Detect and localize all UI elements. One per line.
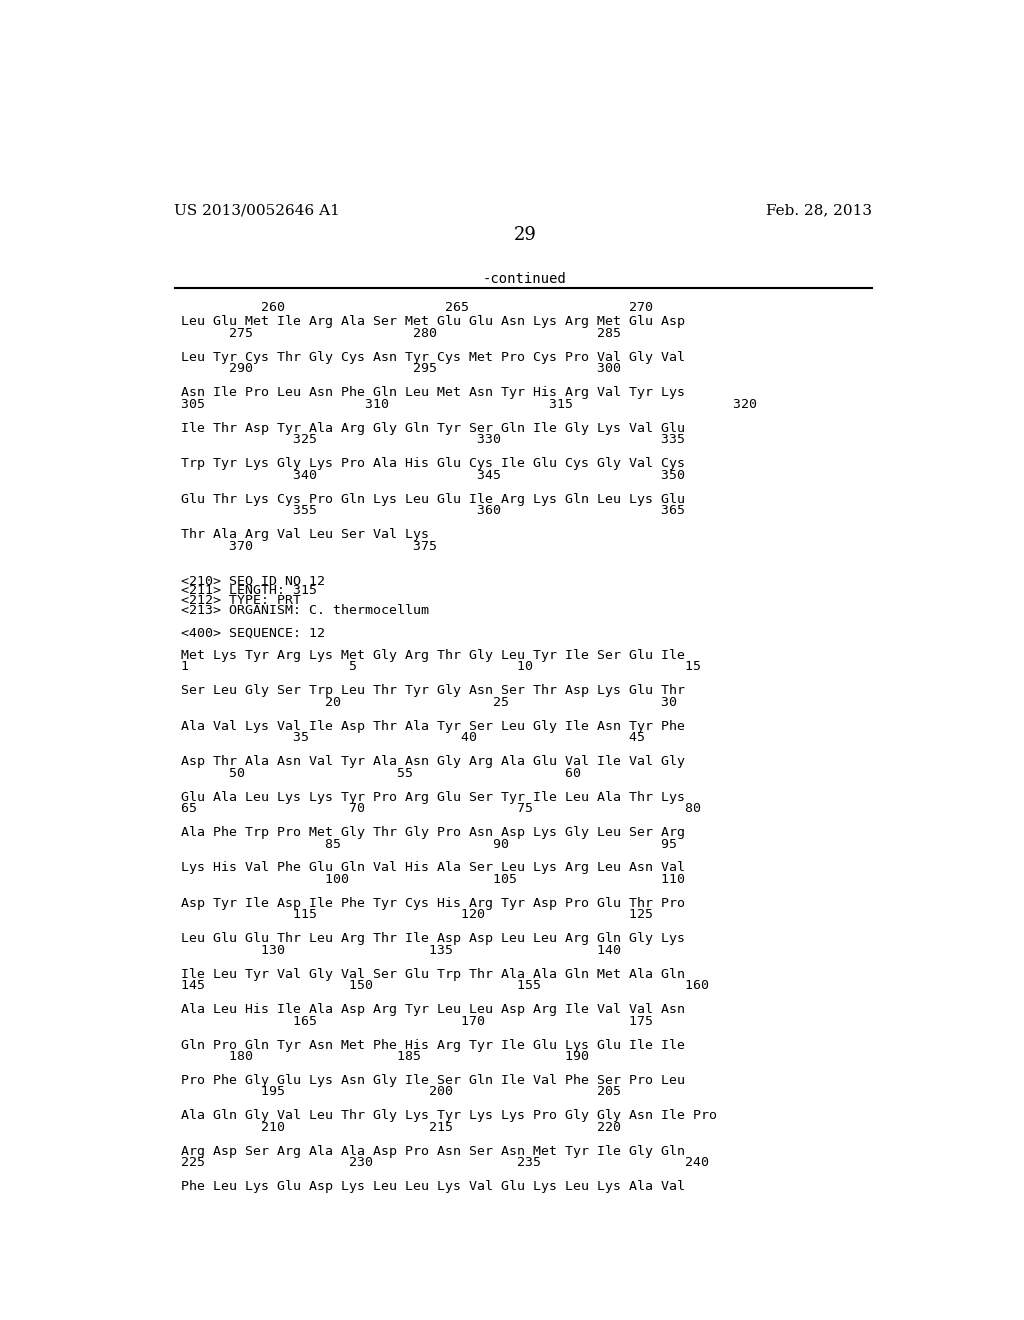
Text: 290                    295                    300: 290 295 300 <box>180 363 621 375</box>
Text: Glu Thr Lys Cys Pro Gln Lys Leu Glu Ile Arg Lys Gln Leu Lys Glu: Glu Thr Lys Cys Pro Gln Lys Leu Glu Ile … <box>180 492 685 506</box>
Text: -continued: -continued <box>483 272 566 286</box>
Text: 65                   70                   75                   80: 65 70 75 80 <box>180 803 700 816</box>
Text: 275                    280                    285: 275 280 285 <box>180 327 621 341</box>
Text: 370                    375: 370 375 <box>180 540 436 553</box>
Text: Leu Tyr Cys Thr Gly Cys Asn Tyr Cys Met Pro Cys Pro Val Gly Val: Leu Tyr Cys Thr Gly Cys Asn Tyr Cys Met … <box>180 351 685 364</box>
Text: <213> ORGANISM: C. thermocellum: <213> ORGANISM: C. thermocellum <box>180 605 429 618</box>
Text: 130                  135                  140: 130 135 140 <box>180 944 621 957</box>
Text: 1                    5                    10                   15: 1 5 10 15 <box>180 660 700 673</box>
Text: Phe Leu Lys Glu Asp Lys Leu Leu Lys Val Glu Lys Leu Lys Ala Val: Phe Leu Lys Glu Asp Lys Leu Leu Lys Val … <box>180 1180 685 1193</box>
Text: 100                  105                  110: 100 105 110 <box>180 873 685 886</box>
Text: Ala Leu His Ile Ala Asp Arg Tyr Leu Leu Asp Arg Ile Val Val Asn: Ala Leu His Ile Ala Asp Arg Tyr Leu Leu … <box>180 1003 685 1016</box>
Text: Leu Glu Met Ile Arg Ala Ser Met Glu Glu Asn Lys Arg Met Glu Asp: Leu Glu Met Ile Arg Ala Ser Met Glu Glu … <box>180 315 685 329</box>
Text: Pro Phe Gly Glu Lys Asn Gly Ile Ser Gln Ile Val Phe Ser Pro Leu: Pro Phe Gly Glu Lys Asn Gly Ile Ser Gln … <box>180 1074 685 1086</box>
Text: 210                  215                  220: 210 215 220 <box>180 1121 621 1134</box>
Text: US 2013/0052646 A1: US 2013/0052646 A1 <box>174 203 340 218</box>
Text: Ala Val Lys Val Ile Asp Thr Ala Tyr Ser Leu Gly Ile Asn Tyr Phe: Ala Val Lys Val Ile Asp Thr Ala Tyr Ser … <box>180 719 685 733</box>
Text: 225                  230                  235                  240: 225 230 235 240 <box>180 1156 709 1170</box>
Text: Ile Thr Asp Tyr Ala Arg Gly Gln Tyr Ser Gln Ile Gly Lys Val Glu: Ile Thr Asp Tyr Ala Arg Gly Gln Tyr Ser … <box>180 422 685 434</box>
Text: Leu Glu Glu Thr Leu Arg Thr Ile Asp Asp Leu Leu Arg Gln Gly Lys: Leu Glu Glu Thr Leu Arg Thr Ile Asp Asp … <box>180 932 685 945</box>
Text: Lys His Val Phe Glu Gln Val His Ala Ser Leu Lys Arg Leu Asn Val: Lys His Val Phe Glu Gln Val His Ala Ser … <box>180 862 685 874</box>
Text: 20                   25                   30: 20 25 30 <box>180 696 677 709</box>
Text: 195                  200                  205: 195 200 205 <box>180 1085 621 1098</box>
Text: <210> SEQ ID NO 12: <210> SEQ ID NO 12 <box>180 574 325 587</box>
Text: 355                    360                    365: 355 360 365 <box>180 504 685 517</box>
Text: Asn Ile Pro Leu Asn Phe Gln Leu Met Asn Tyr His Arg Val Tyr Lys: Asn Ile Pro Leu Asn Phe Gln Leu Met Asn … <box>180 387 685 400</box>
Text: Glu Ala Leu Lys Lys Tyr Pro Arg Glu Ser Tyr Ile Leu Ala Thr Lys: Glu Ala Leu Lys Lys Tyr Pro Arg Glu Ser … <box>180 791 685 804</box>
Text: Ala Gln Gly Val Leu Thr Gly Lys Tyr Lys Lys Pro Gly Gly Asn Ile Pro: Ala Gln Gly Val Leu Thr Gly Lys Tyr Lys … <box>180 1109 717 1122</box>
Text: <400> SEQUENCE: 12: <400> SEQUENCE: 12 <box>180 627 325 640</box>
Text: 165                  170                  175: 165 170 175 <box>180 1015 652 1028</box>
Text: Trp Tyr Lys Gly Lys Pro Ala His Glu Cys Ile Glu Cys Gly Val Cys: Trp Tyr Lys Gly Lys Pro Ala His Glu Cys … <box>180 457 685 470</box>
Text: Met Lys Tyr Arg Lys Met Gly Arg Thr Gly Leu Tyr Ile Ser Glu Ile: Met Lys Tyr Arg Lys Met Gly Arg Thr Gly … <box>180 649 685 661</box>
Text: <211> LENGTH: 315: <211> LENGTH: 315 <box>180 585 316 597</box>
Text: Asp Tyr Ile Asp Ile Phe Tyr Cys His Arg Tyr Asp Pro Glu Thr Pro: Asp Tyr Ile Asp Ile Phe Tyr Cys His Arg … <box>180 896 685 909</box>
Text: Feb. 28, 2013: Feb. 28, 2013 <box>766 203 872 218</box>
Text: 85                   90                   95: 85 90 95 <box>180 837 677 850</box>
Text: 260                    265                    270: 260 265 270 <box>180 301 652 314</box>
Text: 50                   55                   60: 50 55 60 <box>180 767 581 780</box>
Text: 115                  120                  125: 115 120 125 <box>180 908 652 921</box>
Text: 305                    310                    315                    320: 305 310 315 320 <box>180 397 757 411</box>
Text: Ser Leu Gly Ser Trp Leu Thr Tyr Gly Asn Ser Thr Asp Lys Glu Thr: Ser Leu Gly Ser Trp Leu Thr Tyr Gly Asn … <box>180 684 685 697</box>
Text: Gln Pro Gln Tyr Asn Met Phe His Arg Tyr Ile Glu Lys Glu Ile Ile: Gln Pro Gln Tyr Asn Met Phe His Arg Tyr … <box>180 1039 685 1052</box>
Text: Arg Asp Ser Arg Ala Ala Asp Pro Asn Ser Asn Met Tyr Ile Gly Gln: Arg Asp Ser Arg Ala Ala Asp Pro Asn Ser … <box>180 1144 685 1158</box>
Text: Thr Ala Arg Val Leu Ser Val Lys: Thr Ala Arg Val Leu Ser Val Lys <box>180 528 429 541</box>
Text: 35                   40                   45: 35 40 45 <box>180 731 645 744</box>
Text: 145                  150                  155                  160: 145 150 155 160 <box>180 979 709 993</box>
Text: Ile Leu Tyr Val Gly Val Ser Glu Trp Thr Ala Ala Gln Met Ala Gln: Ile Leu Tyr Val Gly Val Ser Glu Trp Thr … <box>180 968 685 981</box>
Text: 325                    330                    335: 325 330 335 <box>180 433 685 446</box>
Text: <212> TYPE: PRT: <212> TYPE: PRT <box>180 594 301 607</box>
Text: 180                  185                  190: 180 185 190 <box>180 1051 589 1063</box>
Text: 340                    345                    350: 340 345 350 <box>180 469 685 482</box>
Text: 29: 29 <box>513 227 537 244</box>
Text: Asp Thr Ala Asn Val Tyr Ala Asn Gly Arg Ala Glu Val Ile Val Gly: Asp Thr Ala Asn Val Tyr Ala Asn Gly Arg … <box>180 755 685 768</box>
Text: Ala Phe Trp Pro Met Gly Thr Gly Pro Asn Asp Lys Gly Leu Ser Arg: Ala Phe Trp Pro Met Gly Thr Gly Pro Asn … <box>180 826 685 840</box>
